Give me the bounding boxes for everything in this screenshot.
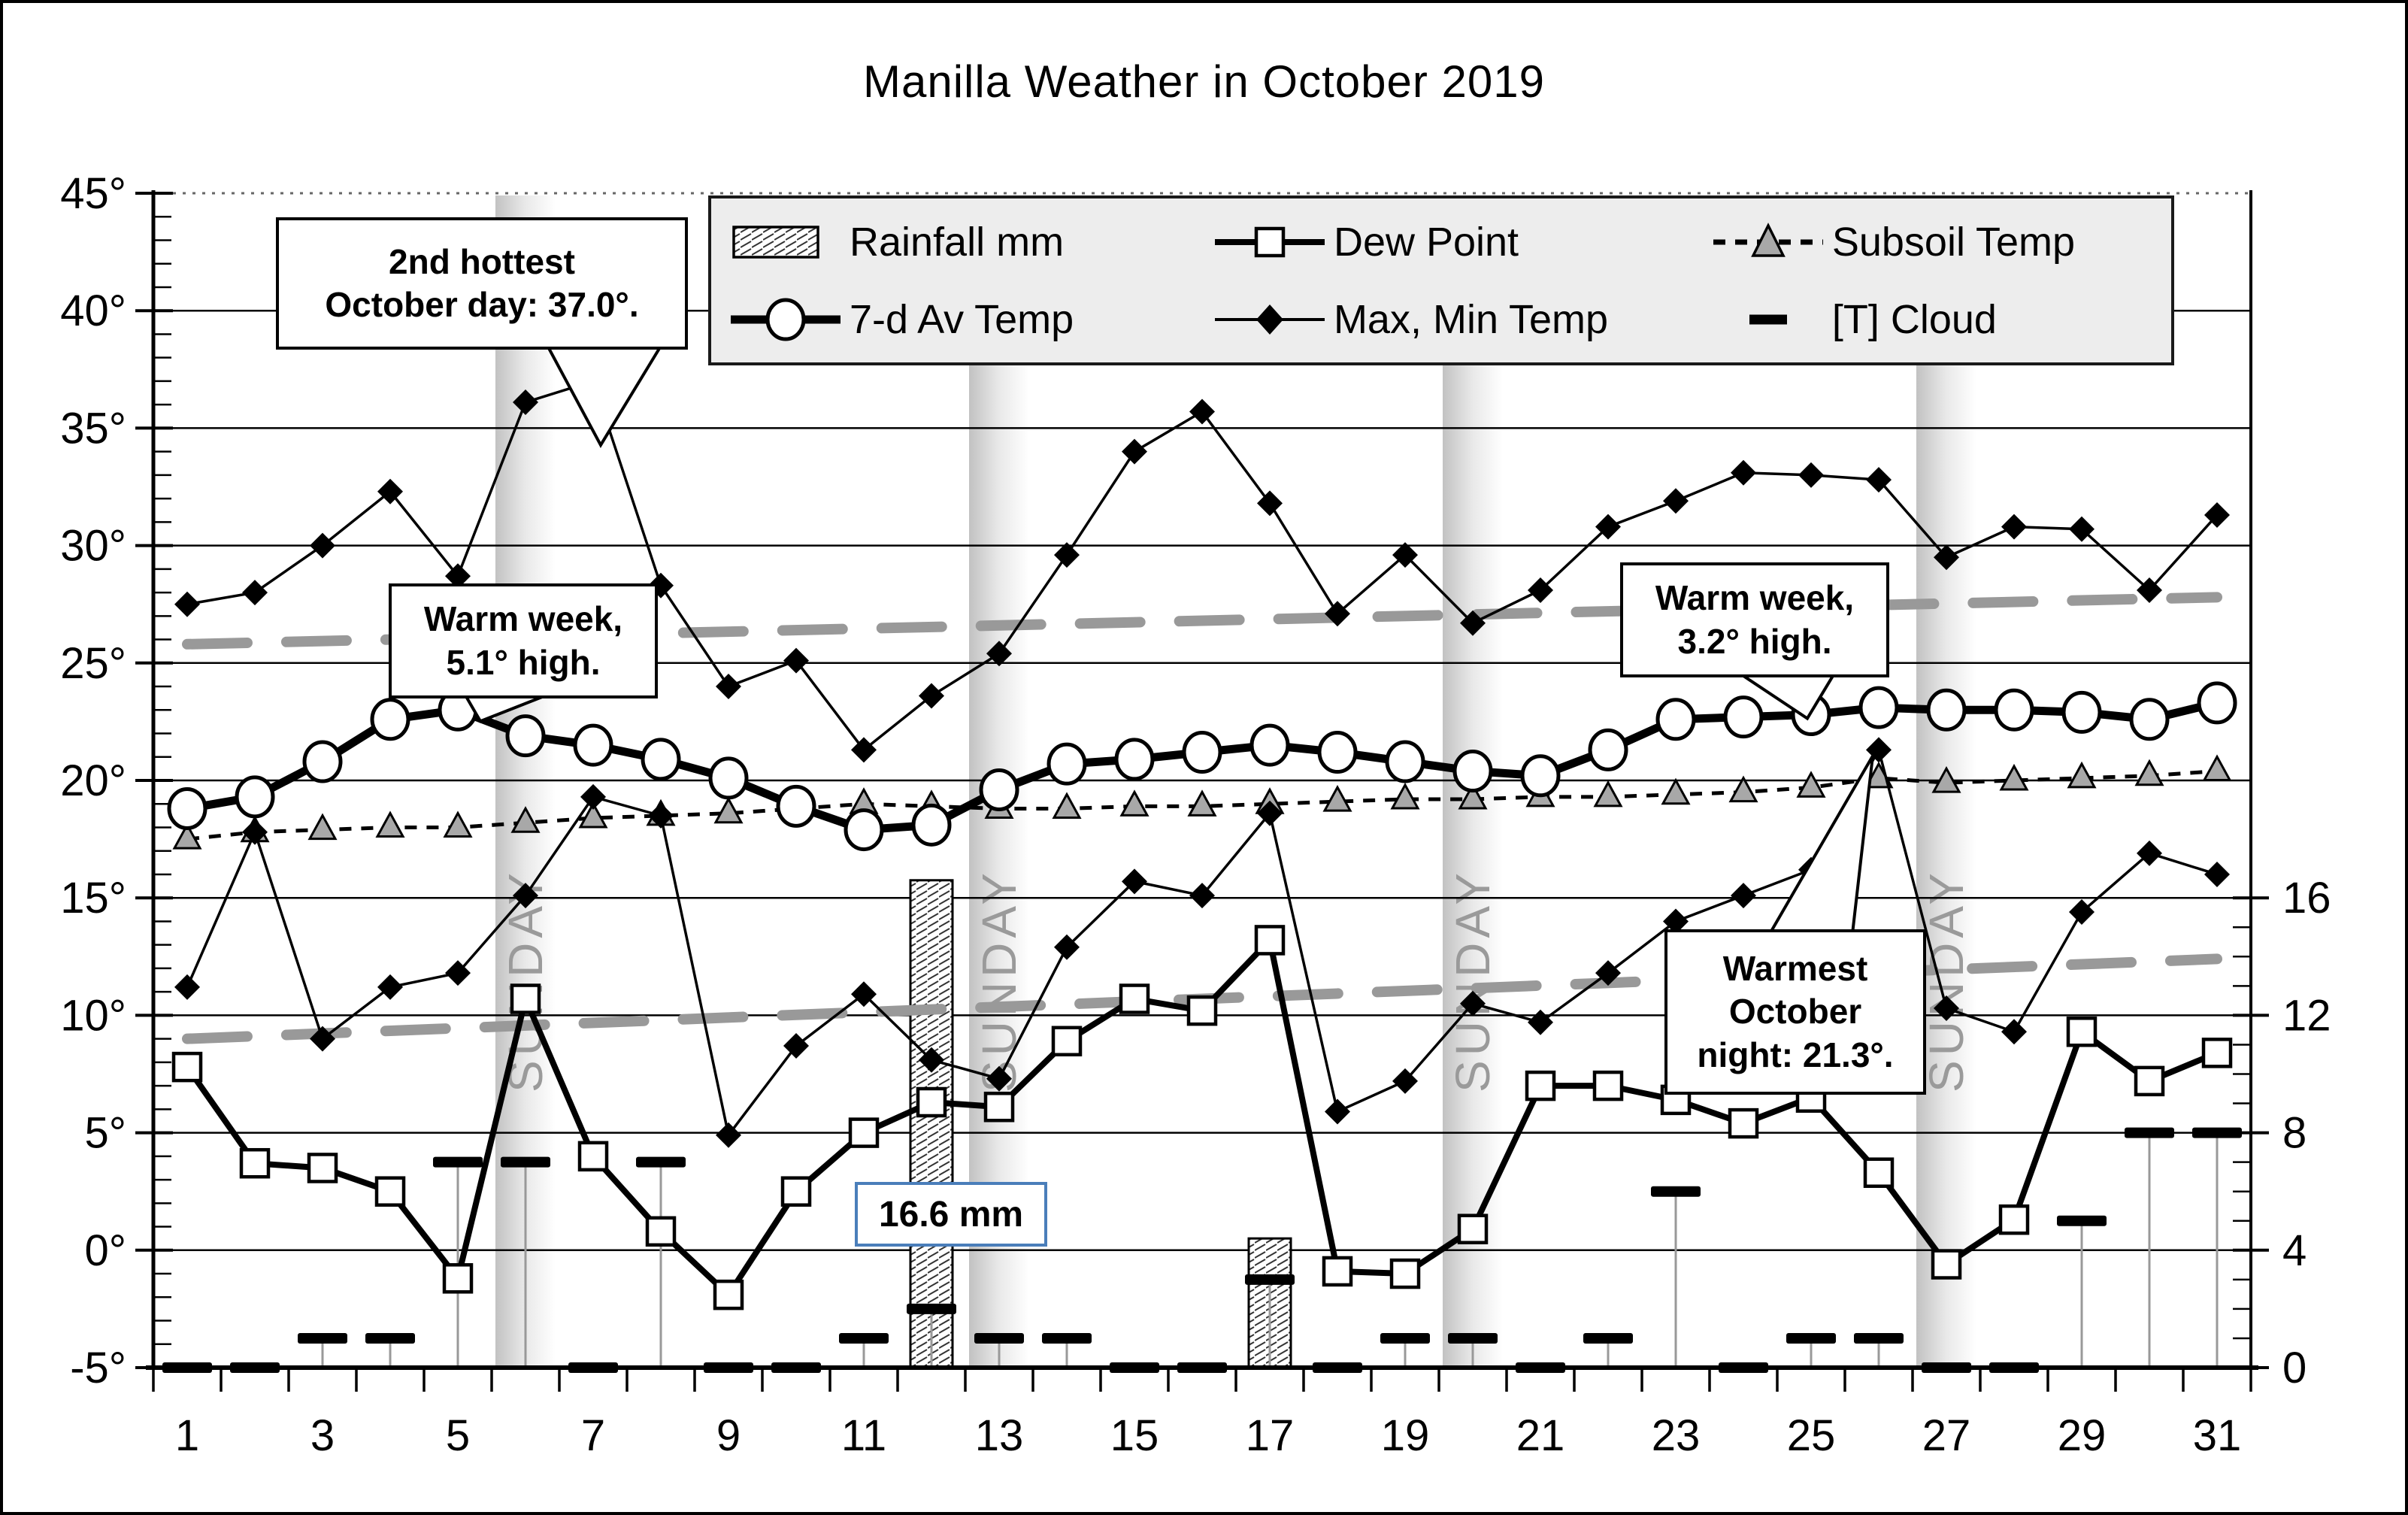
y-left-tick-label: 45° [60, 169, 126, 218]
x-tick-label: 25 [1787, 1411, 1836, 1460]
callout-line: 5.1° high. [446, 642, 601, 682]
y-left-tick-label: 30° [60, 522, 126, 571]
x-tick-label: 3 [310, 1411, 335, 1460]
legend-label: Subsoil Temp [1831, 219, 2076, 265]
callout-warmest-night: Warmest October night: 21.3°. [1664, 929, 1926, 1095]
legend-label: Dew Point [1333, 219, 1519, 265]
legend-item-rainfall: Rainfall mm [729, 218, 1213, 266]
callout-line: night: 21.3°. [1697, 1035, 1894, 1074]
x-tick-label: 29 [2058, 1411, 2107, 1460]
series-max-min [174, 368, 2230, 1148]
callout-warm-week-1: Warm week, 5.1° high. [389, 583, 658, 698]
x-tick-label: 9 [716, 1411, 741, 1460]
chart-legend: Rainfall mm Dew Point Subsoil Temp 7-d A… [708, 195, 2174, 365]
callout-2nd-hottest: 2nd hottest October day: 37.0°. [276, 217, 688, 350]
x-tick-label: 5 [446, 1411, 470, 1460]
sunday-band-label: SUNDAY [1446, 868, 1500, 1092]
sunday-band-label: SUNDAY [1919, 868, 1973, 1092]
callout-line: Warmest [1722, 948, 1868, 988]
y-right-tick-label: 8 [2282, 1109, 2307, 1158]
series-7d-avg [167, 681, 2237, 852]
x-tick-label: 31 [2193, 1411, 2242, 1460]
legend-item-maxmin: Max, Min Temp [1213, 295, 1712, 344]
x-tick-label: 7 [581, 1411, 605, 1460]
legend-label: Rainfall mm [850, 219, 1065, 265]
x-tick-label: 11 [841, 1411, 886, 1460]
callout-line: 3.2° high. [1677, 621, 1832, 661]
x-tick-label: 13 [975, 1411, 1024, 1460]
y-left-tick-label: 0° [85, 1226, 126, 1275]
y-right-tick-label: 12 [2282, 991, 2331, 1040]
cloud-dash-icon [1749, 314, 1787, 324]
callout-line: Warm week, [1655, 578, 1855, 617]
axes [135, 190, 2269, 1392]
y-left-tick-label: 15° [60, 874, 126, 923]
rainfall-swatch-icon [732, 225, 819, 259]
y-left-tick-label: 25° [60, 639, 126, 688]
legend-label: [T] Cloud [1831, 296, 1997, 342]
x-tick-label: 17 [1246, 1411, 1295, 1460]
legend-item-subsoil: Subsoil Temp [1712, 218, 2153, 266]
x-tick-label: 23 [1652, 1411, 1701, 1460]
callout-line: October [1728, 992, 1862, 1032]
series-subsoil [172, 754, 2232, 850]
legend-item-dew-point: Dew Point [1213, 218, 1712, 266]
y-left-tick-label: -5° [70, 1344, 126, 1392]
sunday-band-label: SUNDAY [972, 868, 1026, 1092]
y-left-tick-label: 35° [60, 404, 126, 453]
y-right-tick-label: 0 [2282, 1344, 2307, 1392]
avg7-marker-icon [731, 298, 841, 341]
rainfall-value-label: 16.6 mm [855, 1182, 1047, 1247]
dew-point-marker-icon [1214, 226, 1325, 257]
y-right-tick-label: 4 [2282, 1226, 2307, 1275]
maxmin-marker-icon [1214, 304, 1325, 335]
x-tick-label: 27 [1922, 1411, 1971, 1460]
legend-item-avg7: 7-d Av Temp [729, 295, 1213, 344]
callout-line: 2nd hottest [389, 241, 575, 281]
y-left-tick-label: 10° [60, 991, 126, 1040]
callout-line: Warm week, [423, 599, 623, 638]
page-title: Manilla Weather in October 2019 [862, 56, 1546, 107]
x-tick-label: 1 [175, 1411, 199, 1460]
legend-label: Max, Min Temp [1333, 296, 1609, 342]
subsoil-marker-icon [1713, 222, 1823, 257]
legend-item-cloud: [T] Cloud [1712, 295, 2153, 344]
y-left-tick-label: 40° [60, 286, 126, 335]
callout-warm-week-2: Warm week, 3.2° high. [1620, 562, 1889, 677]
weather-chart-canvas: SUNDAY SUNDAY SUNDAY SUNDAY45°40°35°30°25°2… [60, 169, 2331, 1460]
y-left-tick-label: 20° [60, 756, 126, 805]
x-tick-label: 21 [1516, 1411, 1565, 1460]
x-tick-label: 19 [1381, 1411, 1430, 1460]
series-rainfall [909, 879, 1292, 1369]
x-tick-label: 15 [1110, 1411, 1159, 1460]
y-left-tick-label: 5° [85, 1109, 126, 1158]
legend-label: 7-d Av Temp [850, 296, 1074, 342]
y-right-tick-label: 16 [2282, 874, 2331, 923]
callout-line: October day: 37.0°. [325, 285, 639, 324]
series-dew-point [171, 925, 2233, 1310]
